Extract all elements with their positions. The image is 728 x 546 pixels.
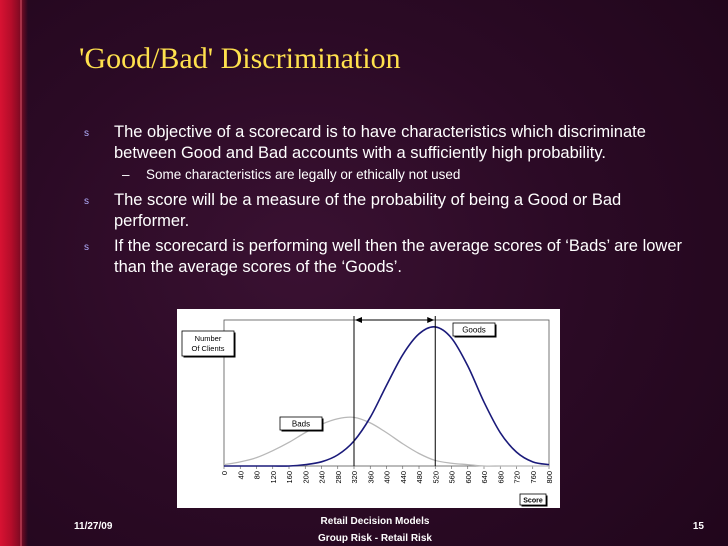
y-axis-label: Number (195, 334, 222, 343)
bullet-text: If the scorecard is performing well then… (114, 237, 682, 276)
x-tick-label: 440 (399, 471, 408, 484)
x-tick-label: 520 (431, 471, 440, 484)
x-tick-label: 280 (334, 471, 343, 484)
x-tick-label: 120 (269, 471, 278, 484)
bads-series-line (223, 416, 549, 467)
x-tick-label: 760 (529, 471, 538, 484)
x-tick-label: 400 (383, 471, 392, 484)
dash-icon: – (122, 167, 130, 182)
x-tick-label: 200 (301, 471, 310, 484)
x-tick-label: 360 (366, 471, 375, 484)
bullet-icon: s (84, 128, 89, 139)
bads-legend-label: Bads (292, 420, 310, 429)
goods-series-line (224, 326, 550, 467)
sub-bullet-text: Some characteristics are legally or ethi… (146, 167, 461, 182)
ylabel-box (181, 330, 235, 357)
bullet-item: s The score will be a measure of the pro… (84, 190, 684, 232)
arrow-head-right (427, 317, 435, 323)
y-axis-label: Of Clients (192, 344, 225, 353)
x-tick-label: 0 (220, 471, 229, 475)
bads-label-box (279, 416, 323, 431)
footer-title: Retail Decision Models (320, 516, 430, 527)
x-tick-label: 160 (285, 471, 294, 484)
sub-bullet-item: – Some characteristics are legally or et… (84, 166, 684, 184)
bullet-text: The score will be a measure of the proba… (114, 191, 622, 230)
x-tick-label: 480 (415, 471, 424, 484)
x-tick-label: 80 (253, 471, 262, 479)
bullet-text: The objective of a scorecard is to have … (114, 123, 646, 162)
chart-svg: 0 40 80 120 160 200 240 280 320 360 400 440 480 520 56… (181, 316, 554, 507)
arrow-head-left (355, 317, 362, 323)
bullet-icon: s (84, 242, 89, 253)
x-tick-label: 600 (464, 471, 473, 484)
bullet-item: s If the scorecard is performing well th… (84, 236, 684, 278)
footer-date: 11/27/09 (74, 521, 113, 532)
goods-label-box (452, 322, 496, 337)
bullet-item: s The objective of a scorecard is to hav… (84, 122, 684, 164)
xlabel-box (519, 493, 547, 506)
bullet-list: s The objective of a scorecard is to hav… (84, 122, 684, 282)
footer-subtitle: Group Risk - Retail Risk (318, 533, 432, 544)
goods-legend-label: Goods (462, 326, 486, 335)
distribution-chart: 0 40 80 120 160 200 240 280 320 360 400 440 480 520 56… (177, 309, 560, 508)
slide-title: 'Good/Bad' Discrimination (79, 42, 401, 75)
x-tick-label: 560 (448, 471, 457, 484)
bullet-icon: s (84, 196, 89, 207)
x-tick-label: 40 (236, 471, 245, 479)
x-tick-label: 320 (350, 471, 359, 484)
page-number: 15 (692, 521, 704, 532)
x-tick-label: 640 (480, 471, 489, 484)
accent-bar (0, 0, 28, 546)
x-tick-label: 800 (545, 471, 554, 484)
x-axis-label: Score (523, 498, 543, 505)
plot-area (223, 319, 550, 467)
x-tick-label: 680 (496, 471, 505, 484)
x-tick-label: 240 (318, 471, 327, 484)
x-tick-label: 720 (513, 471, 522, 484)
